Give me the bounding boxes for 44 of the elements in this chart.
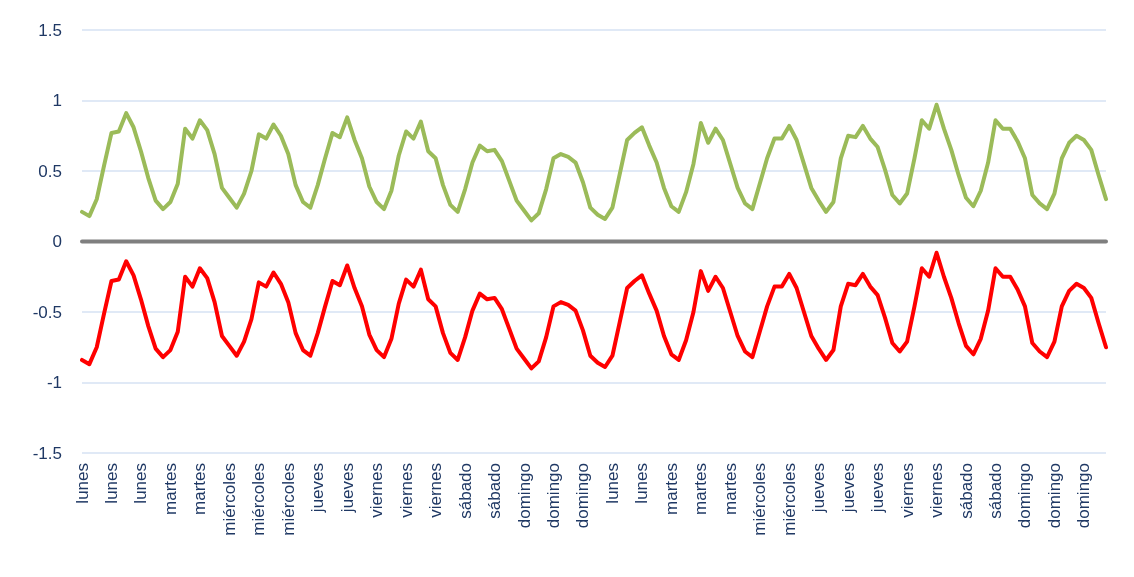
y-tick-label: -1.5 [32,443,62,463]
y-tick-label: 1.5 [38,20,62,40]
y-tick-label: -0.5 [32,302,62,322]
x-tick-label: sábado [986,463,1005,519]
x-tick-label: viernes [927,463,947,518]
x-tick-label: lunes [72,463,92,504]
x-tick-label: viernes [897,463,917,518]
x-tick-label: martes [661,463,681,515]
x-tick-label: jueves [809,463,829,514]
x-tick-label: lunes [632,463,652,504]
x-tick-label: viernes [426,463,446,518]
x-tick-label: domingo [1074,463,1094,529]
x-tick-label: miércoles [278,463,298,536]
x-tick-label: sábado [485,463,505,519]
x-tick-label: domingo [1044,463,1064,529]
x-tick-label: domingo [573,463,593,529]
x-tick-label: jueves [838,463,858,514]
line-series [80,102,1108,223]
x-tick-label: domingo [543,463,563,529]
x-tick-label: jueves [868,463,888,514]
x-tick-label: jueves [337,463,357,514]
x-tick-label: jueves [308,463,328,514]
x-tick-label: viernes [396,463,416,518]
x-tick-label: viernes [367,463,387,518]
y-tick-label: 0 [52,232,62,251]
x-tick-label: domingo [1015,463,1035,529]
x-tick-label: miércoles [249,463,269,536]
x-tick-label: lunes [101,463,121,504]
x-tick-label: martes [720,463,740,515]
x-tick-label: miércoles [779,463,799,536]
x-tick-label: martes [160,463,180,515]
x-tick-label: martes [691,463,711,515]
x-tick-label: miércoles [750,463,770,536]
x-tick-label: sábado [956,463,976,519]
x-tick-label: miércoles [219,463,239,536]
x-tick-label: lunes [131,463,151,504]
y-tick-label: -1 [46,373,62,392]
x-tick-label: lunes [602,463,622,504]
x-tick-label: domingo [514,463,534,529]
line-series [80,250,1108,371]
x-tick-label: sábado [455,463,475,519]
y-tick-label: 1 [52,91,62,110]
x-tick-label: martes [190,463,210,515]
y-tick-label: 0.5 [38,161,62,181]
